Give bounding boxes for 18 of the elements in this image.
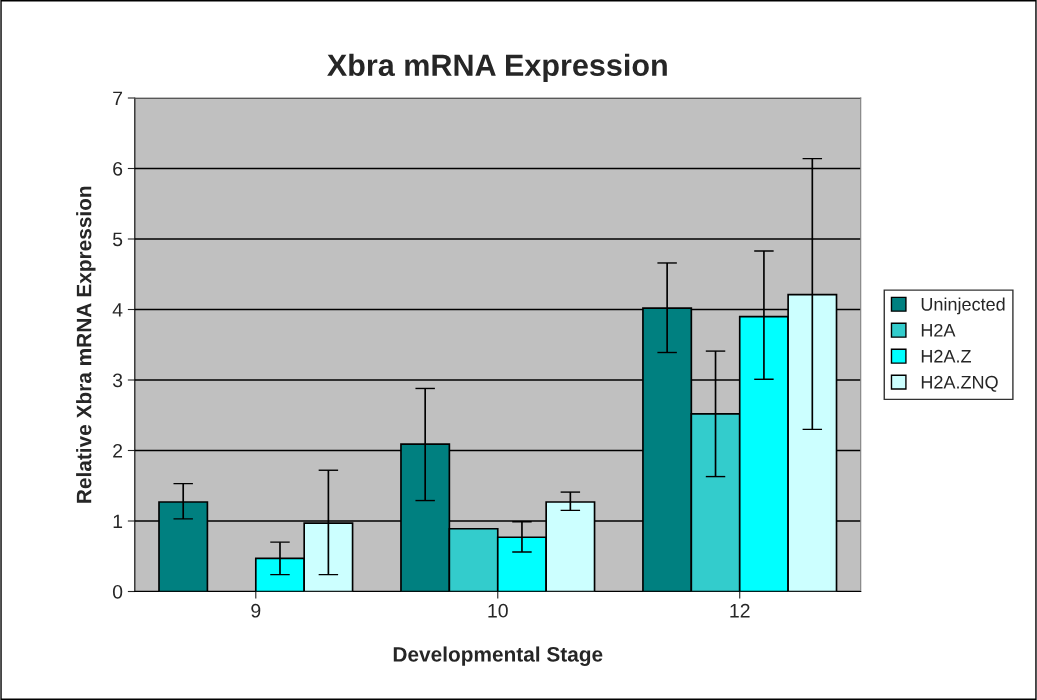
x-tick-label: 12 (730, 603, 750, 618)
y-tick-label: 2 (113, 443, 123, 458)
y-tick-label: 4 (112, 303, 123, 317)
x-tick-label: 9 (251, 603, 261, 618)
x-tick-label: 10 (488, 603, 508, 618)
y-tick-label: 5 (112, 232, 123, 247)
legend-label: H2A (921, 323, 956, 337)
legend-label: H2A.ZNQ (921, 375, 998, 392)
chart-title: Xbra mRNA Expression (327, 53, 667, 83)
legend-label: Uninjected (921, 297, 1005, 315)
y-tick-label: 6 (113, 161, 123, 176)
y-tick-label: 1 (113, 514, 123, 529)
legend-label: H2A.Z (921, 349, 971, 363)
y-tick-label: 7 (113, 91, 123, 106)
y-axis-title: Relative Xbra mRNA Expression (76, 186, 96, 503)
x-axis-title: Developmental Stage (393, 646, 603, 666)
y-tick-label: 0 (112, 584, 123, 599)
y-tick-label: 3 (112, 373, 123, 388)
